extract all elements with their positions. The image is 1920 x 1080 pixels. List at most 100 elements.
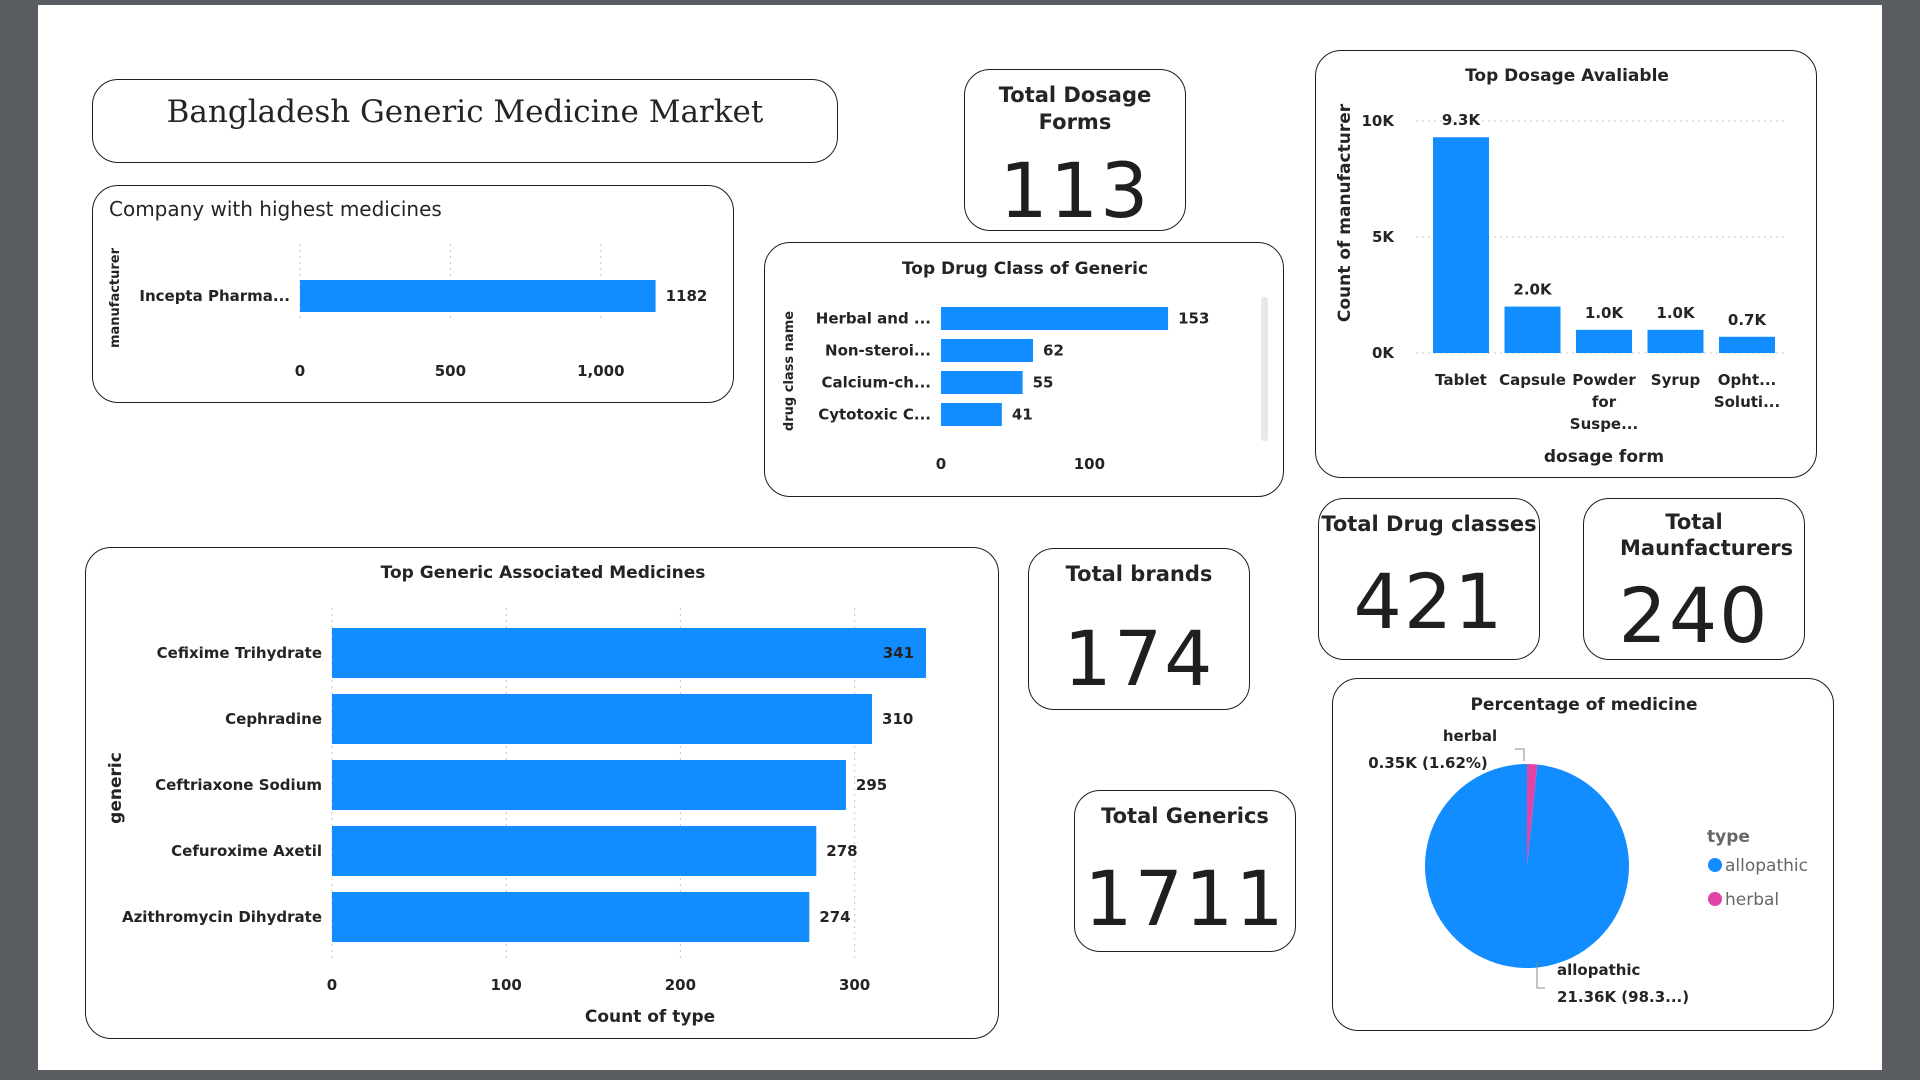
dosage-chart: Top Dosage Avaliable Count of manufacture… — [1335, 66, 1788, 467]
kpi-dosage-forms-card: Total Dosage Forms 113 — [964, 69, 1186, 235]
company-chart-card[interactable]: Company with highest medicines manufactur… — [92, 185, 734, 403]
data-label: 9.3K — [1442, 111, 1482, 129]
y-axis-title: generic — [106, 752, 126, 824]
chart-title: Company with highest medicines — [109, 197, 442, 221]
category-label: Incepta Pharma... — [139, 287, 290, 305]
category-label: Soluti... — [1714, 393, 1780, 411]
bar — [1576, 329, 1632, 353]
pie-slice-herbal — [1527, 764, 1538, 866]
bar — [1647, 329, 1704, 353]
bar — [1504, 306, 1561, 353]
bar — [332, 826, 817, 876]
kpi-generics-value: 1711 — [1084, 854, 1286, 943]
bar — [300, 280, 656, 312]
data-label: 41 — [1012, 406, 1033, 424]
data-label: 55 — [1033, 374, 1054, 392]
bar — [332, 760, 846, 810]
y-axis-title: manufacturer — [108, 247, 123, 348]
data-label: 1.0K — [1656, 304, 1696, 322]
data-label: 0.7K — [1728, 311, 1768, 329]
drug-class-chart-card[interactable]: Top Drug Class of Generic drug class name… — [764, 242, 1284, 497]
kpi-manufacturers-card: Total Maunfacturers 240 — [1583, 498, 1805, 660]
category-label: Herbal and ... — [816, 310, 931, 328]
page-title: Bangladesh Generic Medicine Market — [166, 94, 764, 130]
bar — [1433, 137, 1489, 353]
chart-title: Top Generic Associated Medicines — [381, 563, 706, 583]
legend-marker-herbal — [1708, 892, 1722, 906]
chart-title: Percentage of medicine — [1470, 695, 1697, 715]
y-tick-label: 0K — [1372, 344, 1395, 362]
data-label: 2.0K — [1513, 281, 1553, 299]
category-label: Capsule — [1499, 371, 1566, 389]
category-label: Cefuroxime Axetil — [171, 842, 322, 860]
pie-label-herbal-name: herbal — [1443, 727, 1497, 745]
bar — [941, 339, 1034, 362]
kpi-brands-value: 174 — [1063, 614, 1215, 703]
kpi-drug-classes-label: Total Drug classes — [1321, 512, 1537, 536]
dosage-chart-card[interactable]: Top Dosage Avaliable Count of manufacture… — [1315, 50, 1817, 478]
kpi-brands-label: Total brands — [1065, 562, 1213, 586]
category-label: Tablet — [1435, 371, 1487, 389]
bar — [1719, 336, 1775, 353]
kpi-manufacturers-label: Total Maunfacturers — [1620, 510, 1794, 560]
data-label: 310 — [882, 710, 913, 728]
legend-title: type — [1707, 827, 1750, 847]
x-tick-label: 0 — [327, 976, 337, 994]
category-label: Suspe... — [1570, 415, 1638, 433]
pie-label-herbal-value: 0.35K (1.62%) — [1368, 754, 1488, 772]
bar — [941, 371, 1023, 394]
category-label: Non-steroi... — [825, 342, 931, 360]
category-label: Ceftriaxone Sodium — [155, 776, 322, 794]
category-label: for — [1592, 393, 1617, 411]
category-label: Cephradine — [225, 710, 322, 728]
kpi-drug-classes-value: 421 — [1353, 557, 1505, 646]
x-tick-label: 300 — [839, 976, 870, 994]
x-tick-label: 100 — [491, 976, 522, 994]
generic-chart-card[interactable]: Top Generic Associated Medicines generic 0… — [85, 547, 999, 1039]
kpi-dosage-forms-label: Total Dosage Forms — [998, 83, 1152, 134]
report-canvas: Bangladesh Generic Medicine Market Compa… — [38, 5, 1882, 1070]
y-tick-label: 5K — [1372, 228, 1395, 246]
category-label: Azithromycin Dihydrate — [122, 908, 322, 926]
data-label: 153 — [1178, 310, 1209, 328]
data-label: 341 — [883, 644, 914, 662]
medicine-pct-chart: Percentage of medicine herbal 0.35K (1.62%… — [1368, 695, 1808, 1006]
x-tick-label: 200 — [665, 976, 696, 994]
legend-label-allopathic: allopathic — [1725, 856, 1808, 876]
medicine-pct-chart-card[interactable]: Percentage of medicine herbal 0.35K (1.62%… — [1332, 678, 1834, 1031]
category-label: Opht... — [1718, 371, 1776, 389]
x-axis-title: dosage form — [1544, 447, 1664, 467]
legend-marker-allopathic — [1708, 858, 1722, 872]
pie-label-allopathic-name: allopathic — [1557, 961, 1640, 979]
x-tick-label: 0 — [936, 455, 946, 473]
x-tick-label: 0 — [295, 362, 305, 380]
bar — [332, 694, 873, 744]
x-axis-title: Count of type — [585, 1007, 715, 1027]
category-label: Calcium-ch... — [821, 374, 931, 392]
data-label: 62 — [1043, 342, 1064, 360]
bar — [941, 403, 1002, 426]
generic-chart: Top Generic Associated Medicines generic 0… — [106, 563, 927, 1027]
leader-line-herbal — [1515, 748, 1525, 761]
kpi-brands-card: Total brands 174 — [1028, 548, 1250, 710]
category-label: Cytotoxic C... — [818, 406, 931, 424]
data-label: 1.0K — [1585, 304, 1625, 322]
data-label: 1182 — [666, 287, 708, 305]
chart-title: Top Drug Class of Generic — [902, 259, 1148, 279]
bar — [332, 628, 927, 678]
category-label: Cefixime Trihydrate — [157, 644, 322, 662]
bar — [941, 307, 1169, 330]
title-card: Bangladesh Generic Medicine Market — [92, 79, 838, 163]
drug-class-chart: Top Drug Class of Generic drug class name… — [782, 259, 1268, 473]
chart-title: Top Dosage Avaliable — [1465, 66, 1669, 86]
company-chart: Company with highest medicines manufactur… — [108, 197, 708, 380]
kpi-drug-classes-card: Total Drug classes 421 — [1318, 498, 1540, 660]
category-label: Syrup — [1651, 371, 1701, 389]
kpi-dosage-forms-value: 113 — [999, 146, 1151, 235]
data-label: 278 — [826, 842, 857, 860]
scrollbar-track — [1261, 297, 1268, 441]
x-tick-label: 500 — [435, 362, 466, 380]
y-axis-title: Count of manufacturer — [1335, 103, 1355, 322]
kpi-generics-card: Total Generics 1711 — [1074, 790, 1296, 952]
bar — [332, 892, 810, 942]
